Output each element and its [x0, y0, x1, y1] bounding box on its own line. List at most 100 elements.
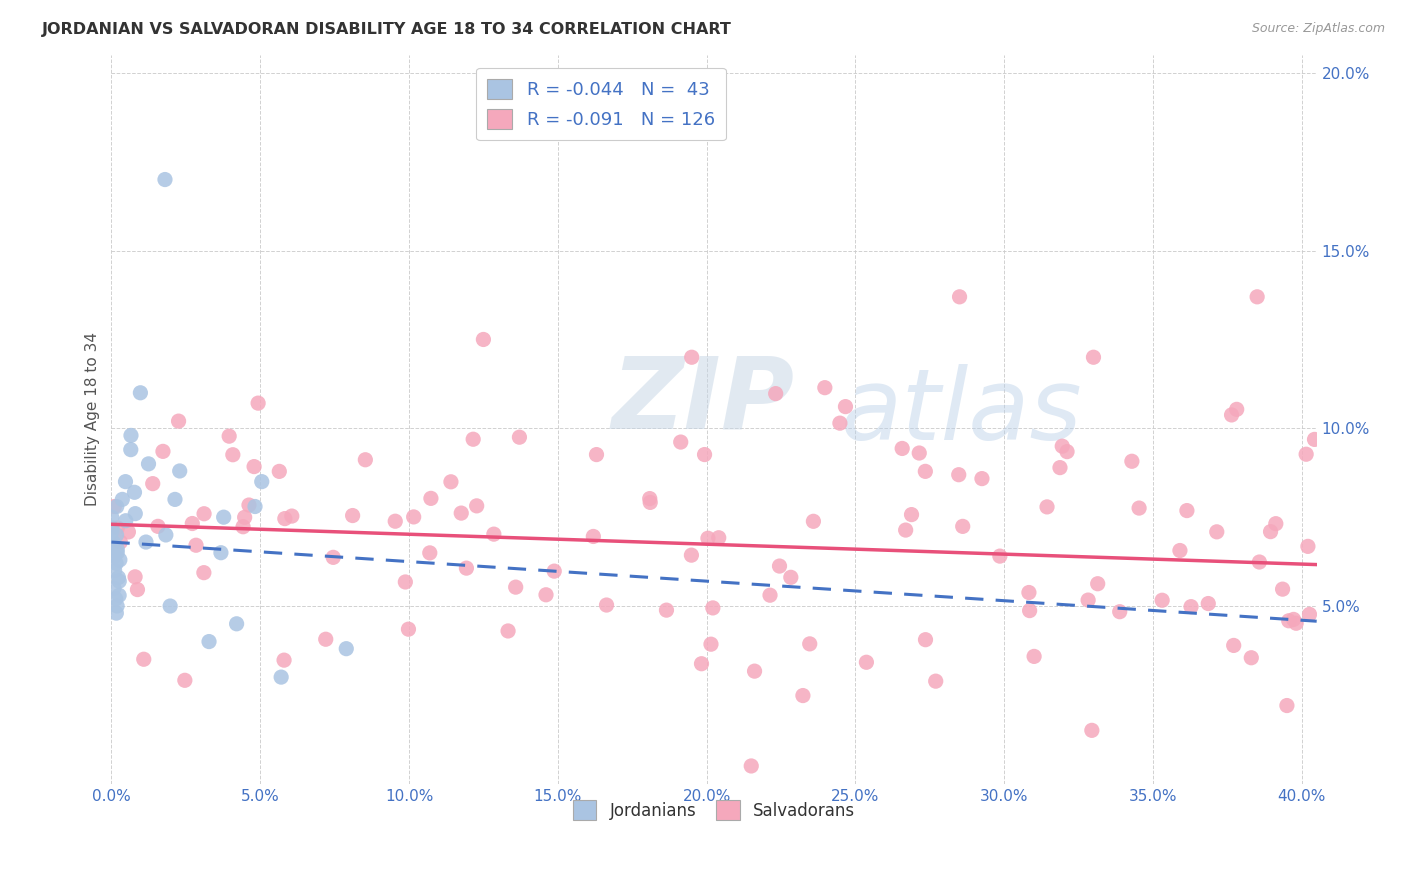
Point	[274, 511, 297, 525]
Point	[1018, 604, 1040, 618]
Point	[124, 570, 146, 584]
Point	[167, 414, 190, 428]
Point	[124, 507, 146, 521]
Point	[108, 574, 131, 589]
Point	[269, 464, 291, 478]
Point	[585, 448, 607, 462]
Point	[1246, 290, 1268, 304]
Point	[779, 570, 801, 584]
Point	[463, 432, 485, 446]
Point	[322, 550, 344, 565]
Point	[1018, 585, 1040, 599]
Point	[450, 506, 472, 520]
Point	[153, 172, 176, 186]
Point	[101, 535, 124, 549]
Point	[1175, 503, 1198, 517]
Point	[342, 508, 364, 523]
Point	[108, 553, 131, 567]
Point	[707, 531, 730, 545]
Point	[638, 491, 661, 506]
Point	[891, 442, 914, 456]
Point	[270, 670, 292, 684]
Point	[496, 624, 519, 638]
Point	[1295, 447, 1317, 461]
Point	[740, 759, 762, 773]
Point	[155, 528, 177, 542]
Point	[114, 475, 136, 489]
Point	[1303, 433, 1326, 447]
Point	[1022, 649, 1045, 664]
Point	[193, 566, 215, 580]
Point	[159, 599, 181, 613]
Point	[384, 514, 406, 528]
Point	[120, 442, 142, 457]
Text: ZIP: ZIP	[612, 352, 794, 450]
Point	[1108, 605, 1130, 619]
Point	[243, 459, 266, 474]
Point	[508, 430, 530, 444]
Point	[814, 381, 837, 395]
Point	[107, 571, 129, 585]
Point	[1056, 444, 1078, 458]
Point	[1081, 723, 1104, 738]
Point	[105, 542, 128, 557]
Point	[702, 601, 724, 615]
Point	[250, 475, 273, 489]
Point	[828, 416, 851, 430]
Point	[100, 510, 122, 524]
Point	[1240, 650, 1263, 665]
Point	[900, 508, 922, 522]
Point	[117, 524, 139, 539]
Point	[163, 492, 186, 507]
Point	[1275, 698, 1298, 713]
Text: JORDANIAN VS SALVADORAN DISABILITY AGE 18 TO 34 CORRELATION CHART: JORDANIAN VS SALVADORAN DISABILITY AGE 1…	[42, 22, 733, 37]
Text: Source: ZipAtlas.com: Source: ZipAtlas.com	[1251, 22, 1385, 36]
Point	[281, 509, 304, 524]
Point	[1220, 408, 1243, 422]
Point	[970, 472, 993, 486]
Point	[146, 519, 169, 533]
Point	[198, 634, 221, 648]
Point	[765, 386, 787, 401]
Point	[456, 561, 478, 575]
Point	[193, 507, 215, 521]
Text: atlas: atlas	[841, 364, 1083, 460]
Point	[1298, 607, 1320, 622]
Point	[638, 495, 661, 509]
Point	[948, 290, 970, 304]
Point	[127, 582, 149, 597]
Point	[1271, 582, 1294, 596]
Point	[209, 546, 232, 560]
Point	[273, 653, 295, 667]
Point	[1260, 524, 1282, 539]
Point	[111, 492, 134, 507]
Point	[108, 588, 131, 602]
Point	[184, 538, 207, 552]
Point	[138, 457, 160, 471]
Point	[1285, 616, 1308, 631]
Point	[218, 429, 240, 443]
Point	[105, 500, 128, 514]
Point	[988, 549, 1011, 563]
Point	[101, 521, 124, 535]
Y-axis label: Disability Age 18 to 34: Disability Age 18 to 34	[86, 333, 100, 507]
Point	[744, 664, 766, 678]
Point	[482, 527, 505, 541]
Point	[222, 448, 245, 462]
Point	[104, 591, 127, 606]
Point	[101, 539, 124, 553]
Point	[1052, 439, 1074, 453]
Point	[105, 557, 128, 571]
Point	[1083, 350, 1105, 364]
Point	[398, 622, 420, 636]
Point	[1222, 639, 1244, 653]
Point	[700, 637, 723, 651]
Point	[132, 652, 155, 666]
Point	[1128, 501, 1150, 516]
Point	[1180, 599, 1202, 614]
Point	[394, 574, 416, 589]
Point	[225, 616, 247, 631]
Point	[1278, 614, 1301, 628]
Point	[315, 632, 337, 647]
Point	[103, 500, 125, 514]
